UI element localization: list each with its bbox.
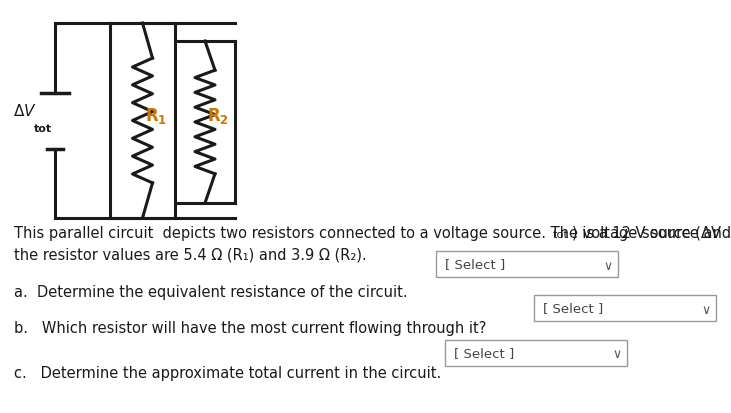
Text: tot: tot bbox=[553, 230, 569, 240]
FancyBboxPatch shape bbox=[534, 295, 716, 321]
Text: [ Select ]: [ Select ] bbox=[445, 258, 505, 271]
Text: c.   Determine the approximate total current in the circuit.: c. Determine the approximate total curre… bbox=[14, 365, 442, 380]
Text: a.  Determine the equivalent resistance of the circuit.: a. Determine the equivalent resistance o… bbox=[14, 284, 408, 299]
Text: ∨: ∨ bbox=[612, 348, 621, 361]
Text: This parallel circuit  depicts two resistors connected to a voltage source. The : This parallel circuit depicts two resist… bbox=[14, 225, 721, 240]
Text: ∨: ∨ bbox=[603, 259, 612, 272]
Text: b.   Which resistor will have the most current flowing through it?: b. Which resistor will have the most cur… bbox=[14, 320, 486, 335]
Text: [ Select ]: [ Select ] bbox=[454, 347, 514, 360]
Text: ) is a 12-V source and: ) is a 12-V source and bbox=[572, 225, 731, 240]
Text: [ Select ]: [ Select ] bbox=[543, 302, 603, 315]
Text: $\mathbf{R_2}$: $\mathbf{R_2}$ bbox=[207, 106, 229, 126]
Text: the resistor values are 5.4 Ω (R₁) and 3.9 Ω (R₂).: the resistor values are 5.4 Ω (R₁) and 3… bbox=[14, 247, 367, 262]
Text: $\Delta V$: $\Delta V$ bbox=[13, 103, 37, 119]
FancyBboxPatch shape bbox=[445, 340, 627, 366]
Text: ∨: ∨ bbox=[701, 303, 710, 316]
Text: tot: tot bbox=[34, 124, 52, 134]
FancyBboxPatch shape bbox=[436, 252, 618, 277]
Text: $\mathbf{R_1}$: $\mathbf{R_1}$ bbox=[145, 106, 167, 126]
